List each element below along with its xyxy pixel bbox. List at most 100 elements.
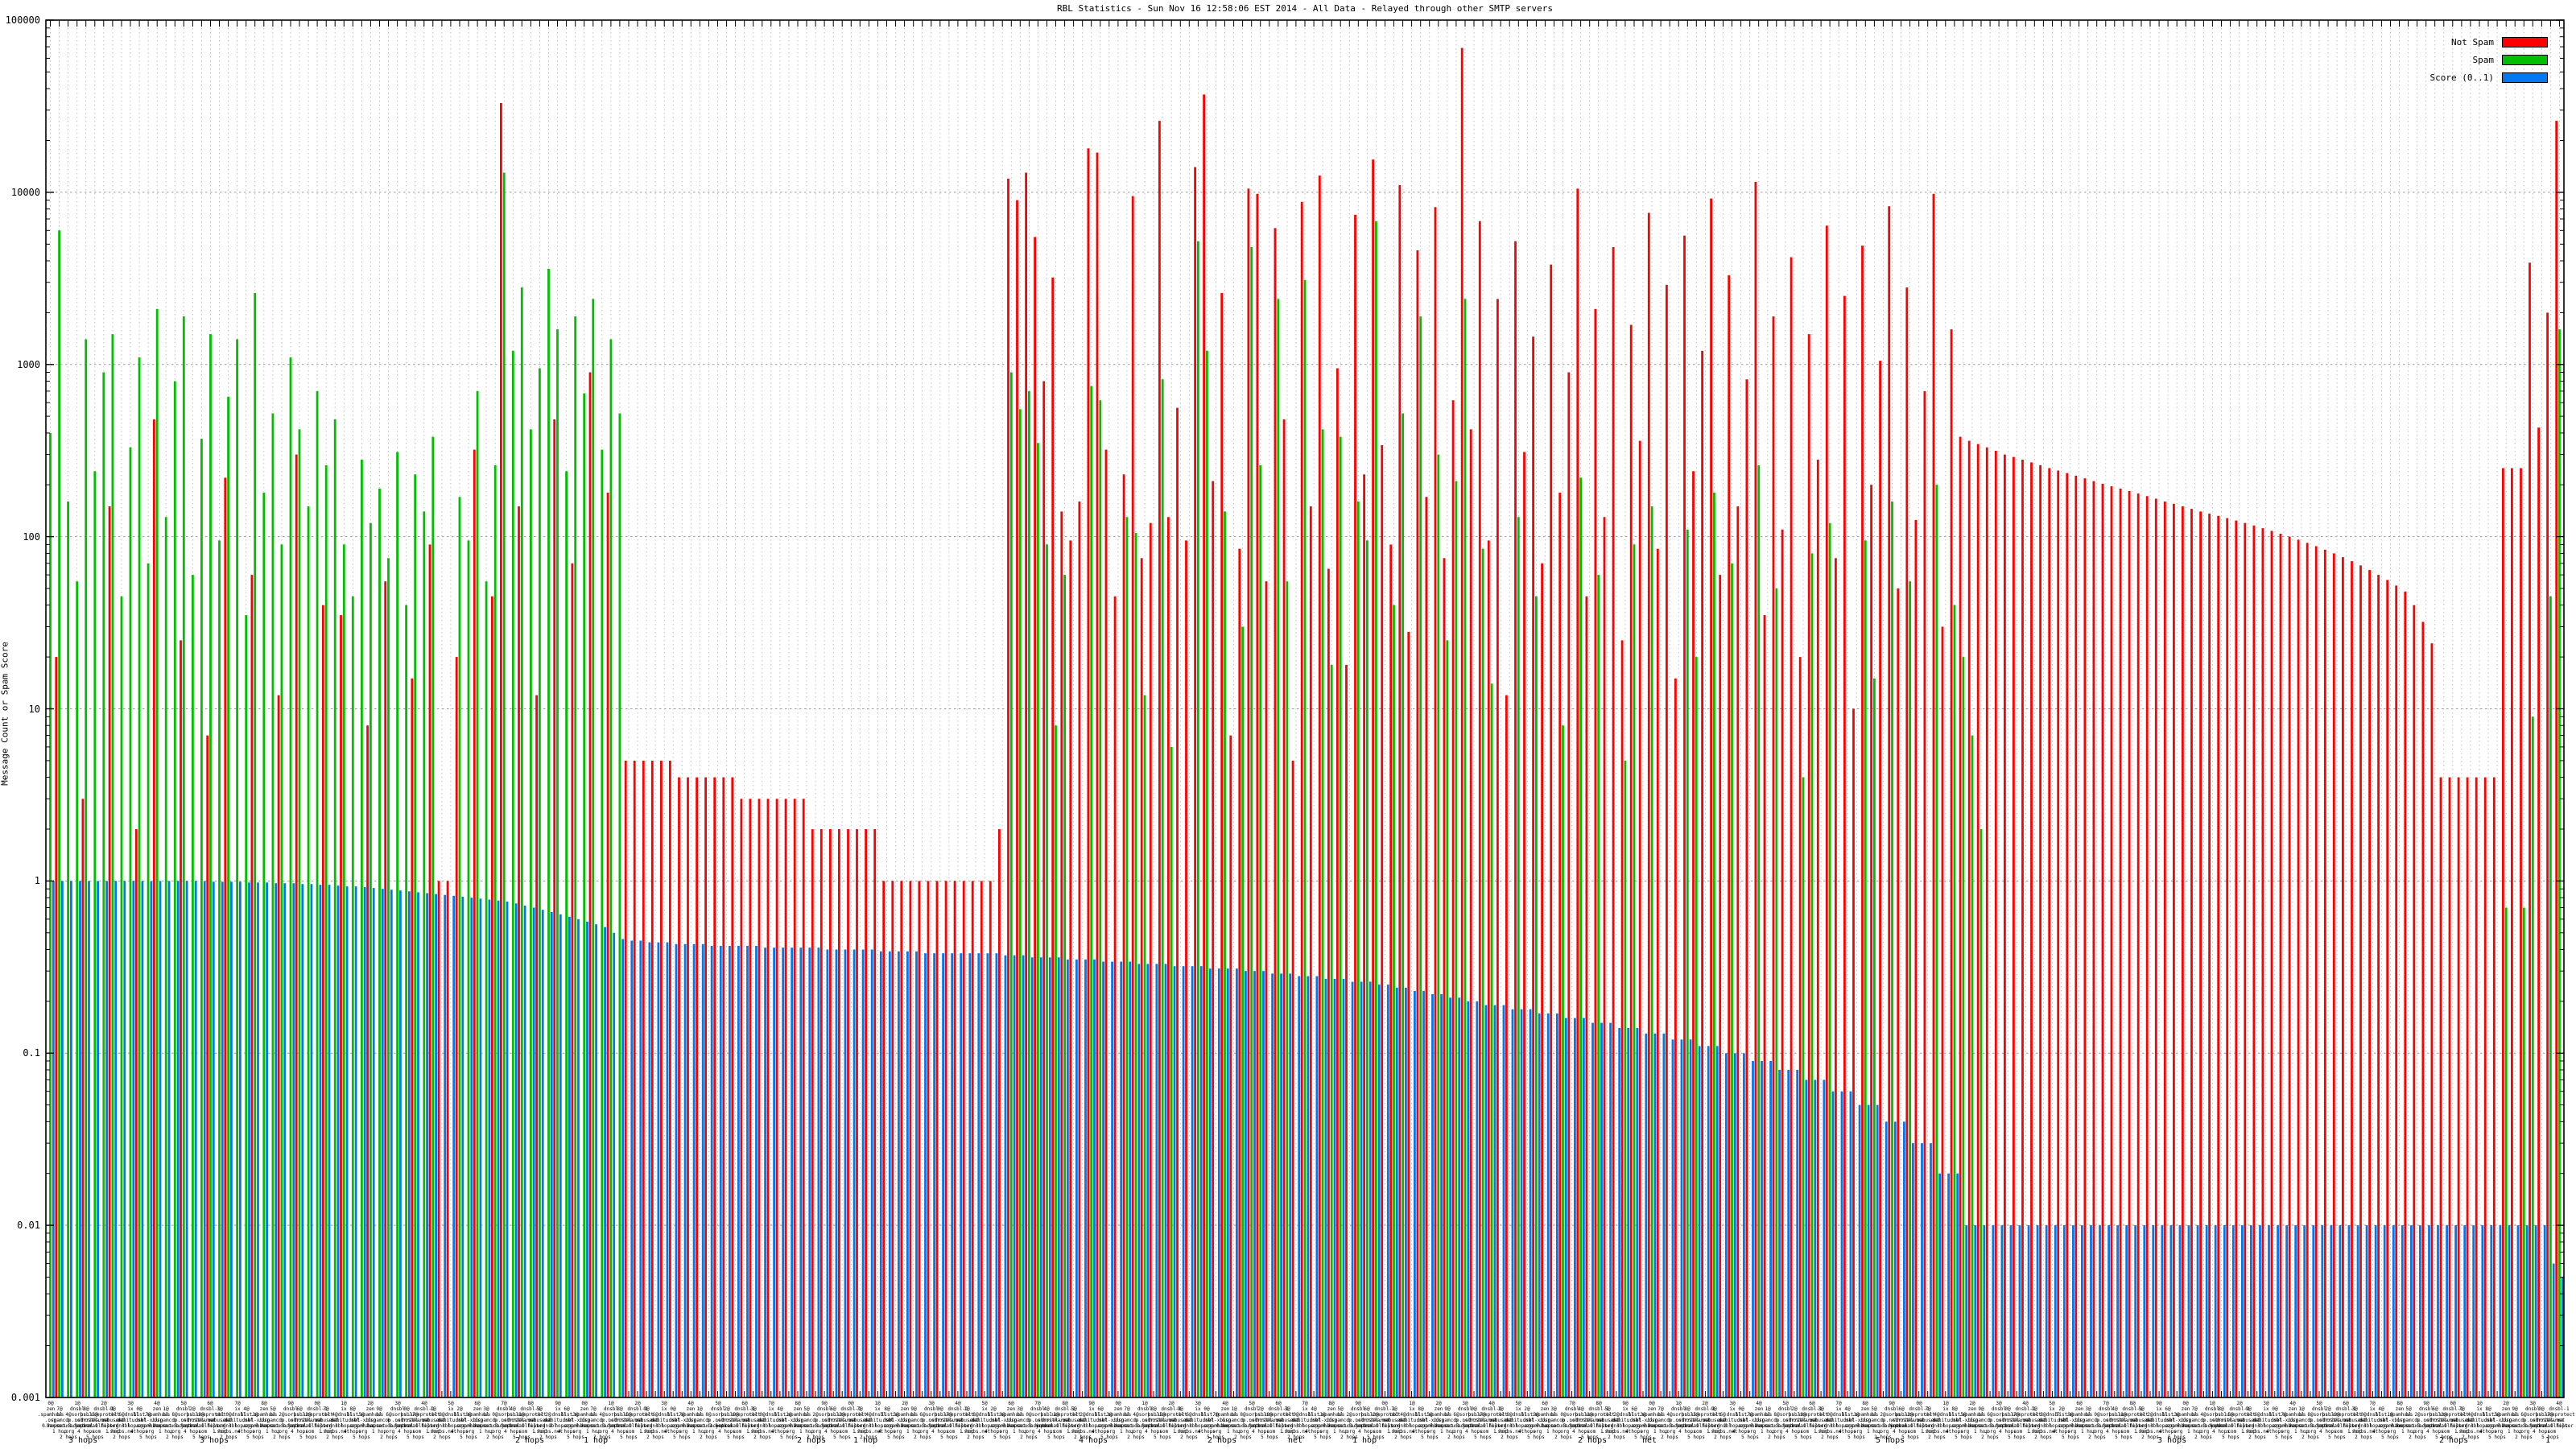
x-axis-label: 8@ b .barracudacentral .org 2 hops bbox=[150, 1412, 200, 1440]
x-axis-label: 0@ psbl .surriel .com 4 hops bbox=[928, 1406, 952, 1435]
spam-bar bbox=[547, 268, 550, 1397]
x-axis-label: 8@ psbl .surriel .com 4 hops bbox=[2209, 1406, 2233, 1435]
x-axis-label: 4@ zen .spamhaus .org 0 hops bbox=[1212, 1401, 1239, 1429]
score-bar bbox=[1057, 957, 1060, 1397]
not-spam-bar bbox=[2555, 121, 2558, 1398]
score-bar bbox=[2303, 1225, 2306, 1397]
score-bar bbox=[248, 882, 250, 1397]
x-label-fragment: 2 hops bbox=[1578, 1436, 1608, 1445]
score-bar bbox=[132, 881, 135, 1397]
x-axis-label: 2@ b .barracudacentral .org 2 hops bbox=[2392, 1412, 2442, 1440]
x-axis-label: 8@ zen .spamhaus .org 0 hops bbox=[1318, 1401, 1345, 1429]
score-bar bbox=[1333, 979, 1336, 1397]
score-bar bbox=[2374, 1225, 2377, 1397]
x-axis-label: 8@ zen .spamhaus .org 0 hops bbox=[784, 1401, 811, 1429]
score-bar bbox=[141, 881, 144, 1397]
score-bar bbox=[968, 953, 972, 1397]
x-axis-label: 8@ list .dsbl .org 4 hops bbox=[878, 1406, 896, 1435]
score-bar bbox=[2214, 1225, 2217, 1397]
spam-bar bbox=[93, 471, 97, 1397]
not-spam-bar bbox=[1745, 379, 1748, 1398]
not-spam-bar bbox=[1363, 474, 1365, 1397]
x-axis-label: 4@ b .barracudacentral .org 2 hops bbox=[1111, 1412, 1161, 1440]
not-spam-bar bbox=[535, 695, 538, 1397]
not-spam-bar bbox=[1407, 631, 1410, 1397]
bar-group bbox=[1229, 735, 1238, 1397]
bar-group bbox=[618, 413, 625, 1397]
x-label-fragment: 1 hop bbox=[853, 1436, 878, 1445]
score-bar bbox=[1645, 1033, 1648, 1397]
x-axis-label: 6@ dnsbl-1 .uceprotect .net 0 hops bbox=[194, 1401, 226, 1429]
spam-bar bbox=[467, 540, 470, 1397]
legend-row: Score (0..1) bbox=[2430, 72, 2548, 83]
not-spam-bar bbox=[1736, 506, 1740, 1397]
not-spam-bar bbox=[2030, 462, 2033, 1397]
score-bar bbox=[2223, 1225, 2226, 1397]
bar-group bbox=[2306, 543, 2315, 1397]
spam-bar bbox=[111, 334, 114, 1398]
bar-group bbox=[953, 881, 963, 1397]
bar-group bbox=[927, 881, 935, 1397]
bar-group bbox=[236, 339, 242, 1397]
score-bar bbox=[345, 886, 349, 1397]
x-axis-label: 5@ hostkarma .junkemailfilter .com 5 hop… bbox=[2207, 1412, 2254, 1440]
x-axis-label: 7@ dnsbl .sorbs .net 3 hops bbox=[2097, 1401, 2115, 1429]
not-spam-bar bbox=[1149, 522, 1152, 1398]
spam-bar bbox=[298, 429, 301, 1397]
x-axis-label: 4@ dul .dnsbl .sorbs.net 2 hops bbox=[320, 1412, 350, 1440]
bar-group bbox=[678, 777, 687, 1397]
not-spam-bar bbox=[1416, 250, 1419, 1397]
spam-bar bbox=[592, 299, 595, 1397]
x-axis-label: 4@ dul .dnsbl .sorbs.net 2 hops bbox=[853, 1412, 884, 1440]
not-spam-bar bbox=[1798, 657, 1802, 1397]
spam-bar bbox=[262, 493, 266, 1397]
score-bar bbox=[986, 953, 989, 1397]
not-spam-bar bbox=[2013, 456, 2015, 1398]
not-spam-bar bbox=[1443, 558, 1446, 1397]
score-bar bbox=[1449, 997, 1451, 1397]
score-bar bbox=[275, 883, 278, 1397]
x-axis-label: 4@ list .dsbl .org 4 hops bbox=[771, 1406, 789, 1435]
x-axis-label: 6@ b .barracudacentral .org 2 hops bbox=[1431, 1412, 1481, 1440]
bar-group bbox=[49, 432, 55, 1397]
bar-group bbox=[2439, 777, 2448, 1397]
not-spam-bar bbox=[829, 829, 832, 1397]
score-bar bbox=[2446, 1225, 2448, 1397]
not-spam-bar bbox=[2004, 454, 2006, 1397]
bar-group bbox=[669, 760, 678, 1397]
x-axis-label: 4@ psbl .surriel .com 4 hops bbox=[1034, 1406, 1059, 1435]
score-bar bbox=[2516, 1225, 2520, 1397]
score-bar bbox=[1938, 1173, 1941, 1397]
score-bar bbox=[1253, 971, 1256, 1397]
score-bar bbox=[1093, 959, 1096, 1397]
bar-group bbox=[2546, 312, 2555, 1397]
x-axis-label: 6@ dul .dnsbl .sorbs.net 2 hops bbox=[1174, 1412, 1204, 1440]
score-bar bbox=[2428, 1225, 2430, 1397]
score-bar bbox=[1199, 966, 1203, 1397]
x-axis-label: 8@ b .barracudacentral .org 2 hops bbox=[2285, 1412, 2335, 1440]
spam-bar bbox=[1463, 299, 1467, 1397]
score-bar bbox=[1271, 973, 1274, 1397]
spam-bar bbox=[102, 372, 105, 1397]
not-spam-bar bbox=[1176, 407, 1179, 1398]
bar-group bbox=[980, 881, 989, 1397]
not-spam-bar bbox=[2351, 561, 2353, 1397]
x-axis-label: 2@ list .dsbl .org 4 hops bbox=[1518, 1406, 1536, 1435]
score-bar bbox=[390, 890, 393, 1397]
x-axis-label: 1@ bl .spamcop .net 1 hop bbox=[154, 1406, 178, 1435]
not-spam-bar bbox=[2421, 621, 2425, 1397]
bar-group bbox=[1941, 626, 1950, 1397]
x-axis-label: 3@ cbl .abuseat .org 1 hop bbox=[1809, 1406, 1833, 1435]
x-axis-label: 9@ hostkarma .junkemailfilter .com 5 hop… bbox=[1780, 1412, 1827, 1440]
bar-group bbox=[1629, 324, 1639, 1397]
bar-group bbox=[1381, 445, 1389, 1397]
bar-group bbox=[2190, 509, 2199, 1397]
not-spam-bar bbox=[775, 799, 778, 1397]
bar-group bbox=[405, 605, 411, 1397]
score-bar bbox=[1395, 987, 1398, 1397]
not-spam-bar bbox=[1941, 626, 1944, 1397]
x-label-fragment: 5 hops bbox=[1876, 1436, 1905, 1445]
x-axis-label: 7@ ix .dnsbl .manitu.net 3 hops bbox=[1823, 1401, 1855, 1429]
not-spam-bar bbox=[2386, 580, 2389, 1397]
score-bar bbox=[630, 940, 634, 1397]
